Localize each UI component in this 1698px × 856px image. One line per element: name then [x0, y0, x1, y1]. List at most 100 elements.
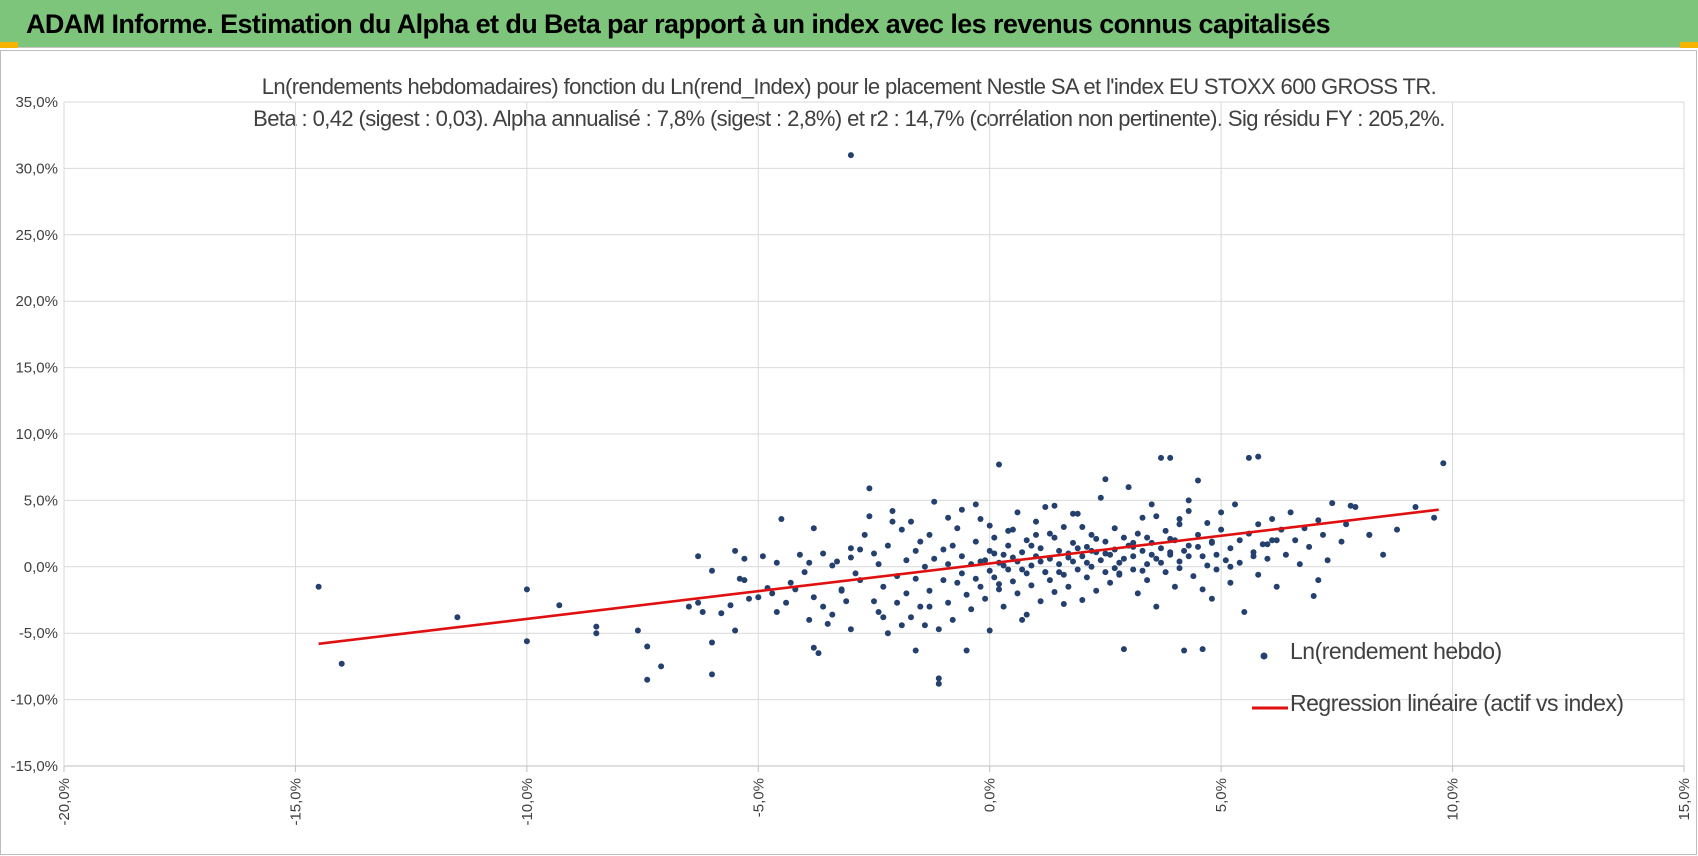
scatter-point — [1023, 537, 1030, 544]
scatter-point — [810, 594, 817, 601]
scatter-point — [1273, 537, 1280, 544]
scatter-point — [1042, 569, 1049, 576]
scatter-point — [1264, 555, 1271, 562]
x-tick-label: 15,0% — [1676, 778, 1693, 821]
scatter-point — [1097, 557, 1104, 564]
scatter-point — [1042, 504, 1049, 510]
scatter-point — [1227, 579, 1234, 586]
scatter-point — [1125, 484, 1132, 491]
scatter-point — [1255, 571, 1262, 578]
scatter-point — [1070, 539, 1076, 546]
scatter-point — [1009, 554, 1016, 561]
scatter-point — [454, 614, 461, 621]
scatter-point — [991, 534, 998, 541]
scatter-point — [1051, 502, 1058, 509]
scatter-point — [954, 525, 961, 532]
scatter-point — [1320, 531, 1326, 538]
scatter-point — [1070, 558, 1076, 565]
scatter-point — [1116, 570, 1123, 577]
scatter-point — [796, 551, 803, 558]
x-tick-label: 0,0% — [982, 778, 999, 812]
scatter-point — [759, 553, 766, 560]
scatter-point — [634, 627, 641, 634]
scatter-point — [1000, 562, 1007, 569]
scatter-point — [1315, 517, 1322, 524]
scatter-point — [778, 516, 785, 522]
grid-lines — [63, 101, 1685, 767]
scatter-point — [857, 546, 864, 553]
scatter-point — [972, 575, 979, 582]
scatter-point — [829, 562, 836, 569]
scatter-point — [977, 583, 984, 590]
scatter-point — [1153, 603, 1160, 610]
scatter-point — [1343, 521, 1350, 528]
scatter-point — [977, 558, 984, 565]
scatter-point — [1088, 563, 1095, 570]
scatter-point — [1394, 526, 1400, 533]
scatter-point — [1083, 543, 1090, 550]
scatter-point — [732, 547, 739, 554]
scatter-point — [903, 557, 910, 564]
scatter-point — [593, 623, 600, 630]
scatter-point — [1232, 501, 1238, 508]
scatter-point — [1218, 509, 1225, 516]
scatter-point — [991, 574, 998, 581]
scatter-point — [1199, 646, 1206, 653]
axes: -15,0% -10,0% -5,0% 0,0% 5,0% 10,0% 15,0% 20,0%… — [10, 94, 1693, 826]
scatter-point — [1111, 565, 1118, 572]
scatter-point — [1116, 559, 1123, 566]
scatter-point — [1009, 526, 1016, 533]
scatter-point — [1352, 504, 1359, 510]
scatter-point — [1046, 530, 1053, 537]
scatter-point — [1241, 609, 1248, 615]
scatter-point — [847, 626, 854, 633]
scatter-point — [1051, 534, 1058, 541]
scatter-point — [644, 676, 651, 683]
scatter-point — [556, 602, 563, 609]
scatter-point — [1171, 583, 1178, 590]
scatter-point — [593, 630, 600, 637]
scatter-point — [695, 553, 702, 560]
scatter-point — [996, 586, 1002, 593]
scatter-point — [898, 526, 905, 533]
scatter-point — [1144, 561, 1151, 568]
chart-subtitle: Beta : 0,42 (sigest : 0,03). Alpha annua… — [253, 106, 1445, 131]
scatter-point — [903, 590, 910, 597]
scatter-point — [338, 660, 345, 667]
scatter-point — [523, 586, 530, 593]
scatter-point — [917, 603, 924, 610]
scatter-point — [1028, 542, 1035, 549]
scatter-point — [884, 542, 891, 549]
scatter-point — [1148, 501, 1155, 508]
scatter-point — [315, 583, 322, 590]
corner-marker-right — [1680, 42, 1698, 48]
scatter-point — [908, 614, 914, 621]
scatter-point — [1028, 582, 1035, 589]
scatter-point — [709, 671, 715, 678]
scatter-point — [1366, 531, 1373, 538]
scatter-point — [926, 587, 933, 594]
scatter-point — [1130, 566, 1137, 573]
scatter-point — [1130, 539, 1137, 546]
scatter-point — [1213, 551, 1220, 558]
y-tick-label: -5,0% — [19, 625, 58, 642]
scatter-point — [931, 555, 938, 562]
scatter-point — [1153, 513, 1160, 520]
chart-title: Ln(rendements hebdomadaires) fonction du… — [261, 74, 1437, 99]
scatter-point — [746, 595, 752, 602]
scatter-point — [644, 643, 651, 650]
scatter-point — [1005, 542, 1012, 549]
scatter-point — [847, 545, 854, 552]
scatter-point — [741, 555, 748, 562]
scatter-point — [1014, 509, 1021, 516]
scatter-point — [908, 518, 914, 525]
scatter-point — [1120, 534, 1127, 541]
scatter-point — [1037, 598, 1044, 605]
scatter-point — [1019, 616, 1026, 623]
scatter-point — [1324, 557, 1331, 564]
scatter-point — [1162, 569, 1169, 576]
scatter-point — [1014, 590, 1021, 597]
scatter-point — [815, 650, 822, 657]
scatter-point — [935, 626, 942, 633]
y-tick-label: 0,0% — [24, 559, 58, 576]
